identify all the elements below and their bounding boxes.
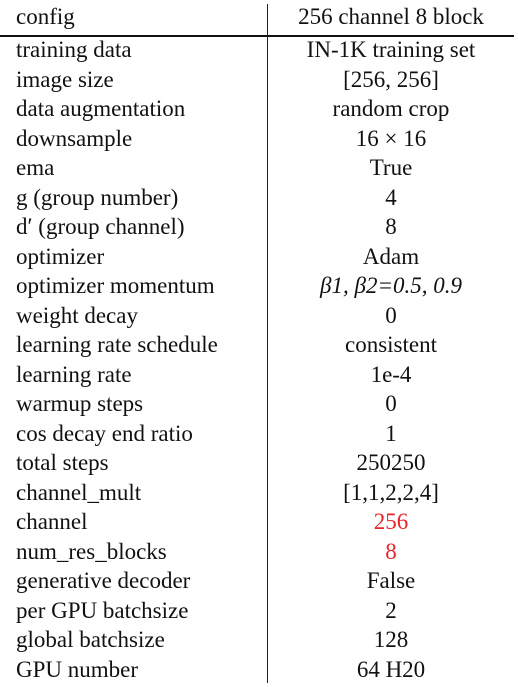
row-label: channel bbox=[16, 509, 88, 534]
table-row: num_res_blocks 8 bbox=[0, 537, 518, 567]
row-label: cos decay end ratio bbox=[16, 420, 193, 446]
row-value: [256, 256] bbox=[343, 66, 439, 92]
row-label: GPU number bbox=[16, 656, 139, 682]
table-row: data augmentation random crop bbox=[0, 94, 518, 124]
row-label: num_res_blocks bbox=[16, 538, 167, 564]
row-value: 0 bbox=[385, 391, 397, 416]
row-label: learning rate bbox=[16, 361, 132, 387]
row-value: β1, β2=0.5, 0.9 bbox=[320, 273, 462, 298]
row-label: optimizer bbox=[16, 243, 105, 269]
table-row: image size [256, 256] bbox=[0, 65, 518, 95]
row-label: data augmentation bbox=[16, 96, 186, 121]
row-value: 128 bbox=[373, 627, 409, 652]
table-body: training data IN-1K training set image s… bbox=[0, 35, 518, 684]
row-label: downsample bbox=[16, 125, 133, 151]
table-row: ema True bbox=[0, 153, 518, 183]
row-value: random crop bbox=[332, 96, 450, 121]
row-label: g (group number) bbox=[16, 184, 179, 210]
table-row: downsample 16 × 16 bbox=[0, 124, 518, 154]
row-value: 250250 bbox=[356, 450, 426, 475]
row-value: 1e-4 bbox=[370, 361, 412, 387]
row-label: optimizer momentum bbox=[16, 273, 215, 298]
row-value: 4 bbox=[385, 184, 397, 210]
row-label: warmup steps bbox=[16, 391, 144, 416]
row-value: 1 bbox=[385, 420, 397, 446]
row-value: False bbox=[366, 568, 416, 593]
table-header-row: config 256 channel 8 block bbox=[0, 0, 518, 33]
table-row: optimizer momentum β1, β2=0.5, 0.9 bbox=[0, 271, 518, 301]
table-row: global batchsize 128 bbox=[0, 625, 518, 655]
header-config-label: config bbox=[16, 4, 75, 29]
row-value: True bbox=[369, 155, 413, 180]
row-label: global batchsize bbox=[16, 627, 165, 652]
header-setting-label: 256 channel 8 block bbox=[298, 4, 484, 29]
table-row: cos decay end ratio 1 bbox=[0, 419, 518, 449]
row-value: consistent bbox=[345, 332, 437, 357]
row-value: 0 bbox=[385, 302, 397, 328]
table-row: optimizer Adam bbox=[0, 242, 518, 272]
row-value-highlighted: 8 bbox=[385, 538, 397, 564]
header-rule bbox=[0, 35, 514, 37]
row-label: image size bbox=[16, 66, 114, 92]
row-value: 64 H20 bbox=[356, 656, 426, 682]
table-row: g (group number) 4 bbox=[0, 183, 518, 213]
row-value: 8 bbox=[385, 214, 397, 239]
column-divider bbox=[267, 4, 268, 683]
table-row: d′ (group channel) 8 bbox=[0, 212, 518, 242]
table-row: learning rate schedule consistent bbox=[0, 330, 518, 360]
row-value: [1,1,2,2,4] bbox=[343, 479, 439, 505]
table-row: learning rate 1e-4 bbox=[0, 360, 518, 390]
row-value: IN-1K training set bbox=[306, 37, 476, 62]
table-row: generative decoder False bbox=[0, 566, 518, 596]
table-row: channel 256 bbox=[0, 507, 518, 537]
row-label: generative decoder bbox=[16, 568, 191, 593]
row-label: learning rate schedule bbox=[16, 332, 218, 357]
table-row: GPU number 64 H20 bbox=[0, 655, 518, 685]
table-row: training data IN-1K training set bbox=[0, 35, 518, 65]
row-label: d′ (group channel) bbox=[16, 214, 185, 239]
table-row: warmup steps 0 bbox=[0, 389, 518, 419]
table-row: total steps 250250 bbox=[0, 448, 518, 478]
row-label: training data bbox=[16, 37, 132, 62]
row-label: ema bbox=[16, 155, 55, 180]
row-label: channel_mult bbox=[16, 479, 142, 505]
row-value-highlighted: 256 bbox=[373, 509, 409, 534]
row-label: weight decay bbox=[16, 302, 138, 328]
row-value: Adam bbox=[362, 243, 420, 269]
table-row: per GPU batchsize 2 bbox=[0, 596, 518, 626]
row-label: per GPU batchsize bbox=[16, 597, 189, 623]
row-label: total steps bbox=[16, 450, 109, 475]
row-value: 16 × 16 bbox=[355, 125, 427, 151]
table-row: weight decay 0 bbox=[0, 301, 518, 331]
row-value: 2 bbox=[385, 597, 397, 623]
table-row: channel_mult [1,1,2,2,4] bbox=[0, 478, 518, 508]
